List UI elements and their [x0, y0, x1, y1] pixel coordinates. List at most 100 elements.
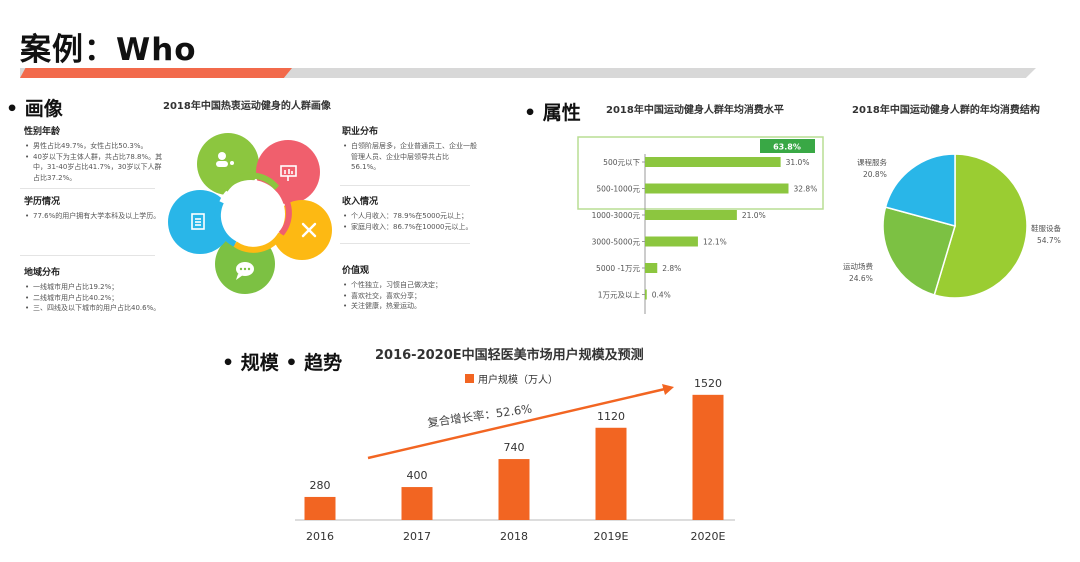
bullet-item: 40岁以下为主体人群，共占比78.8%。其中，31-40岁占比41.7%，30岁… [24, 152, 164, 184]
bar [645, 210, 737, 220]
divider [20, 255, 155, 256]
scale-heading: • 规模 • 趋势 [222, 352, 343, 374]
highlight-box [577, 136, 824, 210]
tools-icon [301, 222, 317, 238]
block-title: 地域分布 [24, 268, 61, 278]
highlight-total-label: 63.8% [773, 143, 801, 152]
bullet-item: 个人月收入：78.9%在5000元以上； [342, 211, 482, 222]
portrait-right-column: 价值观 个性独立，习惯自己做决定； 喜欢社交，喜欢分享； 关注健康，热爱运动。 [342, 263, 477, 312]
data-label: 2.8% [662, 264, 681, 273]
block-title: 职业分布 [342, 127, 379, 137]
portrait-title: 2018年中国热衷运动健身的人群画像 [163, 101, 331, 112]
bullet-item: 二线城市用户占比40.2%； [24, 293, 174, 304]
portrait-heading: • 画像 [6, 98, 63, 120]
block-title: 学历情况 [24, 197, 61, 207]
category-label: 500元以下 [603, 158, 640, 167]
bar [498, 459, 530, 520]
category-label: 1万元及以上 [598, 291, 641, 300]
wheel-swirl [274, 185, 292, 236]
bullet-item: 家庭月收入：86.7%在10000元以上。 [342, 222, 482, 233]
slice-value-label: 54.7% [1037, 236, 1061, 245]
portrait-left-column: 性别年龄 男性占比49.7%，女性占比50.3%。 40岁以下为主体人群，共占比… [24, 124, 164, 183]
title-accent-bar [20, 68, 292, 78]
chat-icon [236, 262, 254, 280]
growth-arrow-head [662, 384, 674, 395]
category-label: 3000-5000元 [592, 238, 641, 247]
document-icon [191, 213, 205, 230]
bullet-item: 男性占比49.7%，女性占比50.3%。 [24, 141, 164, 152]
category-label: 2016 [306, 530, 334, 543]
wheel-swirl [222, 172, 280, 192]
title-underline [20, 68, 1036, 78]
chart-title: 2018年中国运动健身人群的年均消费结构 [852, 105, 1040, 116]
pie-slice [882, 206, 956, 296]
presentation-icon [280, 165, 297, 181]
attributes-heading: • 属性 [524, 102, 581, 124]
data-label: 740 [504, 441, 525, 454]
data-label: 280 [310, 479, 331, 492]
pie-slice [884, 153, 956, 227]
wheel-swirl [233, 232, 284, 253]
bullet-item: 77.6%的用户拥有大学本科及以上学历。 [24, 211, 164, 222]
category-label: 2017 [403, 530, 431, 543]
bullet-item: 一线城市用户占比19.2%； [24, 282, 174, 293]
bar [645, 289, 647, 300]
legend-swatch [465, 374, 474, 383]
bullet-item: 关注健康，热爱运动。 [342, 301, 477, 312]
data-label: 0.4% [652, 291, 671, 300]
data-label: 1520 [694, 377, 722, 390]
bullet-list: 个性独立，习惯自己做决定； 喜欢社交，喜欢分享； 关注健康，热爱运动。 [342, 280, 477, 312]
bar [401, 487, 433, 520]
data-label: 1120 [597, 410, 625, 423]
bar [645, 183, 789, 194]
growth-arrow-line [367, 387, 666, 460]
portrait-left-column: 地域分布 一线城市用户占比19.2%； 二线城市用户占比40.2%； 三、四线及… [24, 265, 174, 314]
divider [20, 188, 155, 189]
bullet-item: 白领阶层居多，企业普通员工、企业一般管理人员、企业中层领导共占比56.1%。 [342, 141, 477, 173]
block-title: 收入情况 [342, 197, 379, 207]
bar [645, 263, 658, 273]
bullet-list: 白领阶层居多，企业普通员工、企业一般管理人员、企业中层领导共占比56.1%。 [342, 141, 477, 173]
chart-title: 2016-2020E中国轻医美市场用户规模及预测 [375, 348, 644, 363]
portrait-left-column: 学历情况 77.6%的用户拥有大学本科及以上学历。 [24, 194, 164, 222]
slice-value-label: 24.6% [849, 274, 873, 283]
pie-slice [933, 153, 1028, 299]
category-label: 500-1000元 [596, 185, 640, 194]
divider [340, 243, 470, 244]
bullet-list: 男性占比49.7%，女性占比50.3%。 40岁以下为主体人群，共占比78.8%… [24, 141, 164, 183]
block-title: 价值观 [342, 266, 370, 276]
bar [692, 394, 724, 520]
consumption-level-chart: 63.8% 500元以下 31.0% 500-1000元 32.8% 1000-3000元… [577, 136, 824, 314]
block-title: 性别年龄 [24, 127, 61, 137]
bullet-item: 三、四线及以下城市的用户占比40.6%。 [24, 303, 174, 314]
data-label: 32.8% [794, 185, 818, 194]
bar [645, 157, 781, 167]
data-label: 31.0% [786, 158, 810, 167]
legend-label: 用户规模（万人） [478, 373, 558, 386]
bar [595, 427, 627, 520]
user-scale-chart: 用户规模（万人） 复合增长率：52.6% 280 2016 400 2017 740 2018… [295, 373, 735, 543]
consumption-structure-chart: 鞋服设备 54.7% 运动场费 24.6% 课程服务 20.8% [843, 153, 1061, 299]
category-label: 2018 [500, 530, 528, 543]
category-label: 5000 -1万元 [596, 264, 640, 273]
bar [304, 496, 336, 520]
slice-label: 鞋服设备 [1031, 223, 1061, 233]
bar [645, 236, 698, 247]
bullet-item: 喜欢社交，喜欢分享； [342, 291, 477, 302]
slice-label: 课程服务 [857, 157, 887, 167]
portrait-right-column: 收入情况 个人月收入：78.9%在5000元以上； 家庭月收入：86.7%在10… [342, 194, 482, 232]
category-label: 1000-3000元 [592, 211, 641, 220]
data-label: 400 [407, 469, 428, 482]
portrait-wheel [168, 133, 332, 294]
divider [340, 185, 470, 186]
user-icon [216, 152, 234, 167]
wheel-center [217, 180, 285, 248]
highlight-total-bg [760, 139, 815, 153]
portrait-right-column: 职业分布 白领阶层居多，企业普通员工、企业一般管理人员、企业中层领导共占比56.… [342, 124, 477, 173]
bullet-item: 个性独立，习惯自己做决定； [342, 280, 477, 291]
category-label: 2020E [691, 530, 726, 543]
data-label: 12.1% [703, 238, 727, 247]
bullet-list: 一线城市用户占比19.2%； 二线城市用户占比40.2%； 三、四线及以下城市的… [24, 282, 174, 314]
slice-label: 运动场费 [843, 261, 873, 271]
bullet-list: 个人月收入：78.9%在5000元以上； 家庭月收入：86.7%在10000元以… [342, 211, 482, 232]
